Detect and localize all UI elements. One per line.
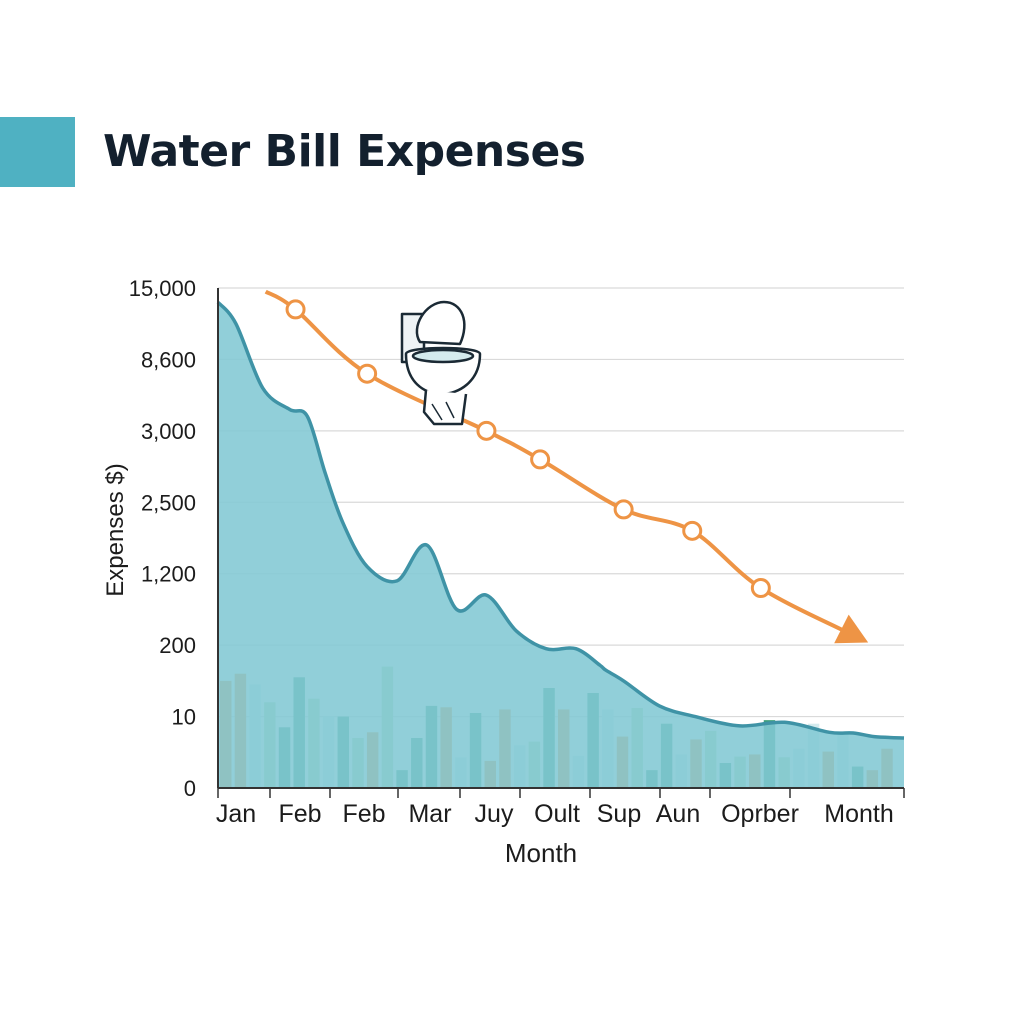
y-tick-label: 8,600 (141, 347, 196, 372)
trend-marker (357, 363, 378, 384)
area-line (216, 301, 905, 740)
trend-marker (530, 449, 551, 470)
y-tick-label: 10 (172, 705, 196, 730)
trend-arrowhead (834, 614, 869, 644)
trend-series (264, 289, 869, 644)
y-tick-labels: 0 10 200 1,200 2,500 3,000 8,600 15,000 (129, 276, 196, 801)
x-tick-label: Juy (475, 800, 514, 828)
y-tick-label: 2,500 (141, 490, 196, 515)
x-tick-label: Aun (656, 800, 700, 828)
y-tick-label: 200 (159, 633, 196, 658)
x-tick-label: Feb (342, 800, 385, 828)
toilet-icon (400, 300, 482, 426)
x-tick-label: Oprber (721, 800, 799, 828)
x-tick-label: Sup (597, 800, 641, 828)
area-fill (218, 302, 904, 788)
trend-marker (613, 499, 634, 520)
y-tick-label: 15,000 (129, 276, 196, 301)
x-tick-label: Mar (408, 800, 451, 828)
y-tick-label: 0 (184, 776, 196, 801)
x-tick-label: Jan (216, 800, 256, 828)
axes (217, 288, 905, 798)
chart-title: Water Bill Expenses (103, 126, 586, 177)
title-accent-block (0, 117, 75, 187)
y-tick-label: 3,000 (141, 419, 196, 444)
area-series (216, 301, 905, 788)
x-tick-label: Oult (534, 800, 580, 828)
x-tick-labels: Jan Feb Feb Mar Juy Oult Sup Aun Oprber Month (216, 800, 894, 828)
x-tick-label: Month (824, 800, 893, 828)
x-tick-label: Feb (278, 800, 321, 828)
trend-marker (682, 520, 703, 541)
y-axis-title: Expenses $) (102, 463, 129, 596)
trend-marker (476, 420, 497, 441)
y-tick-label: 1,200 (141, 562, 196, 587)
trend-marker (285, 299, 306, 320)
trend-marker (750, 578, 771, 598)
x-axis-title: Month (505, 838, 577, 868)
